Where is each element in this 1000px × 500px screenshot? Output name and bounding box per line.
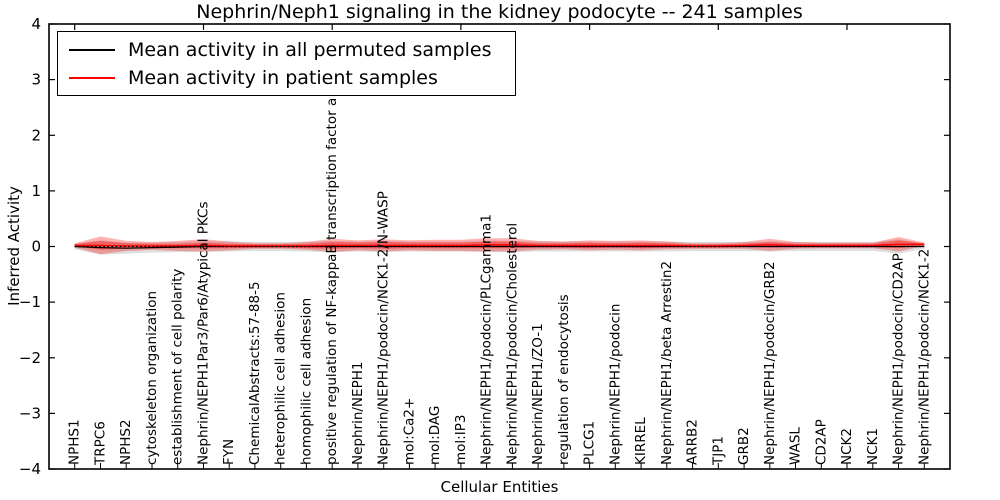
x-tick-label: heterophilic cell adhesion — [273, 292, 289, 465]
y-tick-label: 0 — [31, 238, 41, 256]
x-tick-label: WASL — [788, 427, 804, 465]
x-tick-label: GRB2 — [736, 427, 752, 465]
y-axis-label: Inferred Activity — [5, 186, 23, 306]
x-tick-label: homophilic cell adhesion — [298, 298, 314, 465]
x-tick-label: mol:IP3 — [453, 415, 469, 465]
x-tick-label: Nephrin/NEPH1/beta Arrestin2 — [659, 261, 675, 465]
y-tick-label: 4 — [31, 15, 41, 33]
patient-mean-line — [74, 243, 925, 247]
permuted-mean-line — [74, 245, 925, 249]
x-tick-label: NCK1 — [865, 428, 881, 465]
x-tick-label: NPHS2 — [118, 419, 134, 465]
x-tick-label: Nephrin/NEPH1/ZO-1 — [530, 323, 546, 465]
x-tick-label: establishment of cell polarity — [170, 269, 186, 465]
x-axis-label: Cellular Entities — [440, 478, 559, 496]
x-tick-label: Nephrin/NEPH1/podocin/NCK1-2 — [916, 249, 932, 465]
y-tick-label: 3 — [31, 71, 41, 89]
x-tick-label: NPHS1 — [67, 419, 83, 465]
x-tick-label: TRPC6 — [93, 421, 109, 466]
legend-item-permuted: Mean activity in all permuted samples — [58, 36, 515, 64]
x-tick-label: Nephrin/NEPH1 — [350, 362, 366, 465]
x-tick-label: Nephrin/NEPH1/podocin/PLCgamma1 — [479, 214, 495, 465]
legend-label-permuted: Mean activity in all permuted samples — [128, 38, 492, 61]
legend-label-patient: Mean activity in patient samples — [128, 66, 438, 89]
x-tick-label: mol:Ca2+ — [401, 398, 417, 465]
x-tick-label: Nephrin/NEPH1Par3/Par6/Atypical PKCs — [196, 202, 212, 466]
x-tick-label: NCK2 — [839, 428, 855, 465]
chart-title: Nephrin/Neph1 signaling in the kidney po… — [196, 1, 803, 23]
x-tick-label: FYN — [221, 439, 237, 465]
x-tick-label: Nephrin/NEPH1/podocin/NCK1-2/N-WASP — [376, 191, 392, 465]
legend-item-patient: Mean activity in patient samples — [58, 64, 515, 92]
x-tick-label: Nephrin/NEPH1/podocin/CD2AP — [891, 253, 907, 465]
x-tick-label: CD2AP — [813, 419, 829, 465]
y-tick-label: −3 — [19, 404, 41, 422]
x-tick-label: Nephrin/NEPH1/podocin — [607, 304, 623, 465]
x-tick-label: TJP1 — [710, 436, 726, 466]
x-tick-label: mol:DAG — [427, 406, 443, 465]
x-tick-label: regulation of endocytosis — [556, 294, 572, 465]
x-tick-label: cytoskeleton organization — [144, 291, 160, 465]
x-tick-label: Nephrin/NEPH1/podocin/Cholesterol — [504, 223, 520, 465]
y-tick-label: 1 — [31, 182, 41, 200]
y-tick-label: 2 — [31, 126, 41, 144]
x-tick-label: ChemicalAbstracts:57-88-5 — [247, 281, 263, 465]
legend-line-patient-icon — [69, 77, 115, 79]
y-tick-label: −4 — [19, 460, 41, 478]
legend-line-permuted-icon — [69, 49, 115, 51]
axes-frame — [48, 23, 951, 470]
x-tick-label: positive regulation of NF-kappaB transcr… — [324, 98, 340, 465]
legend: Mean activity in all permuted samples Me… — [57, 31, 516, 96]
y-tick-label: −2 — [19, 349, 41, 367]
x-tick-label: KIRREL — [633, 417, 649, 465]
x-tick-label: PLCG1 — [582, 421, 598, 465]
y-tick-label: −1 — [19, 293, 41, 311]
x-tick-label: Nephrin/NEPH1/podocin/GRB2 — [762, 261, 778, 465]
x-tick-label: ARRB2 — [685, 419, 701, 465]
